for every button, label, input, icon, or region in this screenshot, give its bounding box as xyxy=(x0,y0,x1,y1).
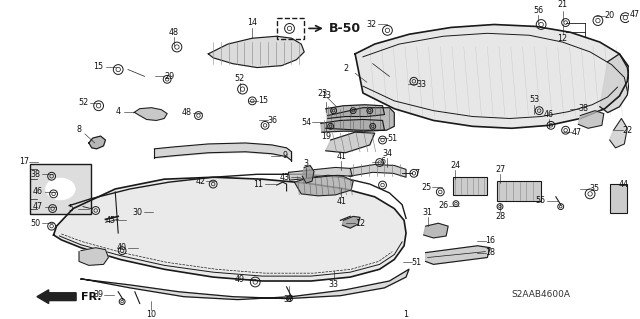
Text: 27: 27 xyxy=(495,165,505,174)
Text: 50: 50 xyxy=(30,219,40,228)
Text: 42: 42 xyxy=(195,177,205,186)
Polygon shape xyxy=(79,248,108,265)
Text: 47: 47 xyxy=(630,10,640,19)
Text: B-50: B-50 xyxy=(329,22,361,35)
Text: 56: 56 xyxy=(533,6,543,15)
Text: 6: 6 xyxy=(380,157,385,166)
Text: 47: 47 xyxy=(572,128,582,137)
Text: 32: 32 xyxy=(367,20,377,29)
Polygon shape xyxy=(302,166,314,183)
Text: 45: 45 xyxy=(106,216,115,225)
Polygon shape xyxy=(81,269,409,300)
Text: 43: 43 xyxy=(280,173,290,182)
Bar xyxy=(276,18,304,39)
Text: 12: 12 xyxy=(355,219,365,228)
Text: S2AAB4600A: S2AAB4600A xyxy=(512,290,571,299)
Text: 39: 39 xyxy=(93,290,104,299)
Text: 52: 52 xyxy=(234,74,244,83)
Polygon shape xyxy=(326,108,394,130)
Text: 10: 10 xyxy=(147,310,157,319)
Text: 48: 48 xyxy=(169,28,179,37)
Text: 11: 11 xyxy=(253,180,263,189)
Text: 28: 28 xyxy=(495,212,505,221)
Text: 30: 30 xyxy=(132,208,143,217)
Text: 18: 18 xyxy=(485,248,495,257)
Text: 41: 41 xyxy=(337,152,346,161)
Text: 51: 51 xyxy=(387,134,397,143)
Text: 47: 47 xyxy=(33,202,43,211)
Bar xyxy=(497,181,541,201)
Text: 8: 8 xyxy=(77,125,81,134)
Polygon shape xyxy=(326,132,374,153)
Text: 29: 29 xyxy=(164,72,174,81)
Text: 34: 34 xyxy=(383,149,392,158)
Text: 22: 22 xyxy=(622,126,632,135)
Polygon shape xyxy=(600,54,629,113)
Text: 24: 24 xyxy=(450,161,460,170)
Polygon shape xyxy=(289,167,352,180)
Text: 1: 1 xyxy=(404,310,408,319)
Text: 17: 17 xyxy=(19,157,29,166)
Text: 5: 5 xyxy=(68,204,74,213)
Text: 51: 51 xyxy=(412,258,422,267)
Polygon shape xyxy=(294,175,353,196)
Text: 2: 2 xyxy=(344,64,349,73)
Polygon shape xyxy=(424,223,448,238)
Text: 13: 13 xyxy=(321,92,331,100)
Text: 49: 49 xyxy=(234,275,244,284)
Bar xyxy=(610,184,627,213)
Polygon shape xyxy=(326,105,385,118)
Text: 20: 20 xyxy=(605,11,615,20)
Text: 38: 38 xyxy=(578,104,588,113)
Text: 46: 46 xyxy=(544,110,554,119)
Polygon shape xyxy=(134,108,167,121)
Polygon shape xyxy=(342,216,360,228)
Text: 37: 37 xyxy=(284,295,294,304)
Text: 15: 15 xyxy=(258,96,268,105)
Text: 7: 7 xyxy=(414,169,419,178)
Polygon shape xyxy=(426,246,490,264)
Text: 16: 16 xyxy=(485,236,495,245)
Text: 53: 53 xyxy=(529,95,540,104)
Polygon shape xyxy=(355,25,629,128)
Text: 3: 3 xyxy=(303,159,308,168)
Text: 33: 33 xyxy=(417,80,427,89)
Text: 12: 12 xyxy=(557,34,568,43)
Bar xyxy=(453,177,487,195)
Text: 46: 46 xyxy=(33,187,43,197)
Text: 19: 19 xyxy=(321,132,331,141)
Text: 33: 33 xyxy=(328,280,339,289)
Text: 26: 26 xyxy=(438,201,448,210)
Polygon shape xyxy=(89,136,106,149)
Polygon shape xyxy=(349,165,406,177)
Text: 52: 52 xyxy=(79,98,89,107)
Text: 38: 38 xyxy=(30,170,40,179)
Polygon shape xyxy=(579,111,604,128)
Bar xyxy=(30,164,91,214)
Text: 44: 44 xyxy=(618,180,628,189)
Text: 48: 48 xyxy=(182,108,192,117)
Text: 41: 41 xyxy=(337,197,346,206)
Text: 54: 54 xyxy=(301,118,311,127)
Polygon shape xyxy=(54,177,406,281)
Polygon shape xyxy=(610,118,627,148)
Text: FR.: FR. xyxy=(81,292,102,302)
Text: 9: 9 xyxy=(282,151,287,160)
Text: 23: 23 xyxy=(317,89,328,98)
FancyArrow shape xyxy=(37,290,76,303)
Polygon shape xyxy=(321,119,385,132)
Text: 40: 40 xyxy=(117,243,127,252)
Text: 21: 21 xyxy=(557,0,568,10)
Text: 36: 36 xyxy=(268,116,278,125)
Text: 35: 35 xyxy=(589,184,599,194)
Polygon shape xyxy=(208,36,304,68)
Text: 55: 55 xyxy=(535,196,545,205)
Text: 31: 31 xyxy=(422,208,433,217)
Text: 25: 25 xyxy=(422,182,432,191)
Text: 4: 4 xyxy=(116,107,121,116)
Text: 14: 14 xyxy=(247,18,257,27)
Text: 15: 15 xyxy=(93,62,104,71)
Ellipse shape xyxy=(45,178,75,200)
